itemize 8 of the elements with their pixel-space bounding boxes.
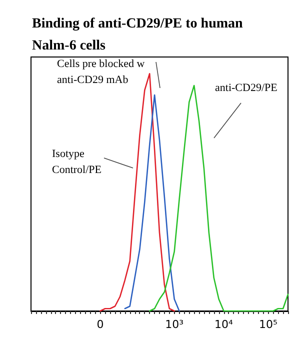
annotation: anti-CD29/PE — [215, 82, 278, 94]
x-tick-label: 0 — [96, 318, 104, 331]
annotation: Isotype Control/PE — [52, 148, 102, 176]
x-tick-label: 10³ — [165, 318, 184, 331]
x-tick-label: 10⁴ — [214, 318, 234, 331]
x-tick-label: 10⁵ — [259, 318, 278, 331]
chart-title: Binding of anti-CD29/PE to human Nalm-6 cells — [32, 16, 246, 54]
annotation: Cells pre blocked w anti-CD29 mAb — [57, 58, 148, 86]
